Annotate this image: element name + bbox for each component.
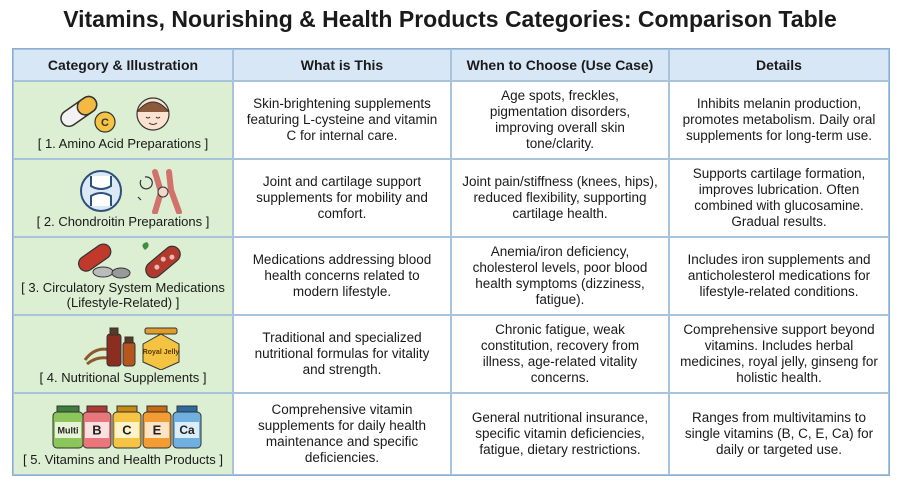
header-cell: When to Choose (Use Case) xyxy=(451,49,669,81)
icon-label: Ca xyxy=(179,423,195,437)
header-cell: What is This xyxy=(233,49,451,81)
icon xyxy=(78,242,181,279)
icon: Royal Jelly xyxy=(83,327,180,370)
icon xyxy=(80,168,182,214)
category-cell: [ 2. Chondroitin Preparations ] xyxy=(13,159,233,237)
when-cell: Chronic fatigue, weak constitution, reco… xyxy=(451,315,669,393)
category-cell: Royal Jelly [ 4. Nutritional Supplements… xyxy=(13,315,233,393)
what-cell: Comprehensive vitamin supplements for da… xyxy=(233,393,451,475)
what-cell: Medications addressing blood health conc… xyxy=(233,237,451,315)
details-cell: Supports cartilage formation, improves l… xyxy=(669,159,889,237)
when-cell: Joint pain/stiffness (knees, hips), redu… xyxy=(451,159,669,237)
icon-label: Multi xyxy=(58,425,79,435)
when-cell: Age spots, freckles, pigmentation disord… xyxy=(451,81,669,159)
category-label: [ 1. Amino Acid Preparations ] xyxy=(37,135,209,151)
details-cell: Comprehensive support beyond vitamins. I… xyxy=(669,315,889,393)
category-label: [ 5. Vitamins and Health Products ] xyxy=(23,451,223,467)
icon-label: B xyxy=(92,422,101,437)
what-cell: Joint and cartilage support supplements … xyxy=(233,159,451,237)
category-cell: [ 3. Circulatory System Medications (Lif… xyxy=(13,237,233,315)
icon-label: C xyxy=(122,422,132,437)
when-cell: General nutritional insurance, specific … xyxy=(451,393,669,475)
details-cell: Ranges from multivitamins to single vita… xyxy=(669,393,889,475)
category-cell: C [ 1. Amino Acid Preparations ] xyxy=(13,81,233,159)
header-cell: Category & Illustration xyxy=(13,49,233,81)
icon-label: Royal Jelly xyxy=(143,348,180,355)
icon: Multi B C E Ca xyxy=(52,405,202,448)
category-label: [ 4. Nutritional Supplements ] xyxy=(39,369,207,385)
category-cell: Multi B C E Ca [ 5. Vitamins and Health … xyxy=(13,393,233,475)
details-cell: Inhibits melanin production, promotes me… xyxy=(669,81,889,159)
when-cell: Anemia/iron deficiency, cholesterol leve… xyxy=(451,237,669,315)
header-cell: Details xyxy=(669,49,889,81)
icon-label: C xyxy=(101,116,109,128)
category-label: [ 2. Chondroitin Preparations ] xyxy=(36,213,210,229)
what-cell: Skin-brightening supplements featuring L… xyxy=(233,81,451,159)
comparison-table: Category & Illustration What is This Whe… xyxy=(12,48,890,476)
icon-label: E xyxy=(153,422,162,437)
title: Vitamins, Nourishing & Health Products C… xyxy=(63,6,837,32)
details-cell: Includes iron supplements and anticholes… xyxy=(669,237,889,315)
category-label: [ 3. Circulatory System Medications (Lif… xyxy=(21,280,225,310)
what-cell: Traditional and specialized nutritional … xyxy=(233,315,451,393)
icon: C xyxy=(60,95,170,133)
